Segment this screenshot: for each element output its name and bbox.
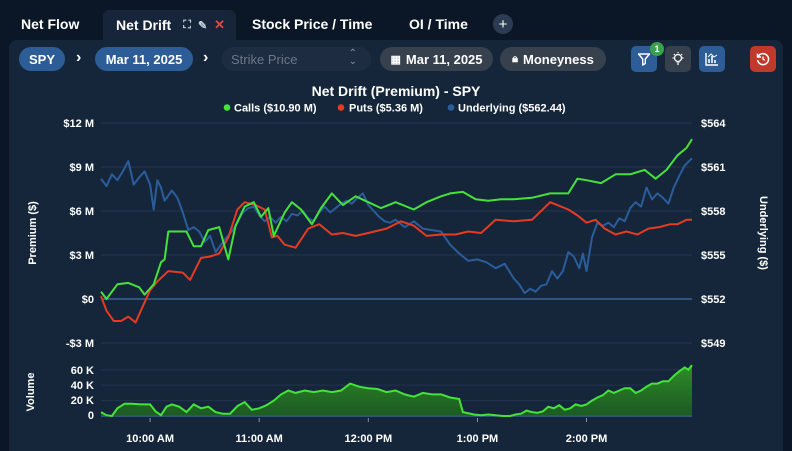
moneyness-button[interactable]: 🔒︎ Moneyness bbox=[500, 47, 606, 71]
legend: Calls ($10.90 M) Puts ($5.36 M) Underlyi… bbox=[223, 103, 566, 115]
tab-bar: Net Flow Net Drift ⛶ ✎ ✕ Stock Price / T… bbox=[0, 0, 792, 45]
chart-view-button[interactable] bbox=[699, 46, 725, 72]
legend-calls[interactable]: Calls ($10.90 M) bbox=[234, 103, 317, 115]
tab-oi-time[interactable]: OI / Time bbox=[409, 16, 468, 32]
chart-icon bbox=[705, 53, 718, 66]
reset-button[interactable] bbox=[750, 46, 776, 72]
y-tick-label: $6 M bbox=[70, 206, 94, 218]
insights-button[interactable] bbox=[665, 46, 691, 72]
volume-axis-title: Volume bbox=[25, 373, 37, 412]
y2-axis-title: Underlying ($) bbox=[757, 196, 769, 270]
lightbulb-icon bbox=[672, 52, 684, 65]
legend-underlying[interactable]: Underlying ($562.44) bbox=[458, 103, 566, 115]
volume-line bbox=[100, 364, 693, 418]
y-tick-label: $3 M bbox=[70, 250, 94, 262]
volume-tick-label: 60 K bbox=[71, 365, 94, 377]
y-axis-title: Premium ($) bbox=[27, 201, 39, 265]
y-tick-label: -$3 M bbox=[66, 338, 94, 350]
tab-stock-price-time[interactable]: Stock Price / Time bbox=[252, 16, 373, 32]
ticker-select[interactable]: SPY bbox=[19, 47, 65, 71]
strike-placeholder: Strike Price bbox=[231, 51, 298, 67]
chevron-right-icon: › bbox=[203, 49, 209, 66]
legend-puts[interactable]: Puts ($5.36 M) bbox=[349, 103, 423, 115]
y2-tick-label: $552 bbox=[701, 294, 725, 306]
chevron-right-icon: › bbox=[76, 49, 82, 66]
reset-icon bbox=[756, 52, 770, 66]
underlying-axis: $564 $561 $558 $555 $552 $549 Underlying… bbox=[701, 118, 769, 350]
tab-net-drift[interactable]: Net Drift ⛶ ✎ ✕ bbox=[103, 10, 236, 40]
y-tick-label: $9 M bbox=[70, 162, 94, 174]
underlying-line bbox=[100, 157, 693, 295]
time-axis: 10:00 AM 11:00 AM 12:00 PM 1:00 PM 2:00 PM bbox=[126, 418, 607, 445]
y2-tick-label: $561 bbox=[701, 162, 725, 174]
chart-title: Net Drift (Premium) - SPY bbox=[312, 83, 481, 99]
volume-tick-label: 0 bbox=[88, 410, 94, 422]
close-icon[interactable]: ✕ bbox=[214, 17, 226, 32]
volume-tick-label: 40 K bbox=[71, 380, 94, 392]
expand-icon[interactable]: ⛶ bbox=[183, 18, 191, 31]
filter-icon bbox=[637, 53, 651, 66]
chart-panel bbox=[9, 40, 783, 451]
y2-tick-label: $564 bbox=[701, 118, 726, 130]
updown-icon: ⌃ ⌄ bbox=[348, 48, 357, 67]
add-tab-button[interactable]: + bbox=[493, 14, 513, 34]
volume-area bbox=[101, 365, 692, 416]
x-tick-label: 1:00 PM bbox=[457, 433, 499, 445]
volume-tick-label: 20 K bbox=[71, 395, 94, 407]
puts-line bbox=[100, 201, 692, 324]
premium-axis: $12 M $9 M $6 M $3 M $0 -$3 M Premium ($… bbox=[27, 118, 94, 350]
expiry-select[interactable]: Mar 11, 2025 bbox=[95, 47, 193, 71]
y-tick-label: $0 bbox=[82, 294, 94, 306]
x-tick-label: 12:00 PM bbox=[344, 433, 392, 445]
x-tick-label: 2:00 PM bbox=[566, 433, 608, 445]
y2-tick-label: $558 bbox=[701, 206, 725, 218]
legend-underlying-marker bbox=[447, 104, 455, 111]
date-picker[interactable]: ▦ Mar 11, 2025 bbox=[380, 47, 493, 71]
x-tick-label: 10:00 AM bbox=[126, 433, 174, 445]
strike-price-select[interactable]: Strike Price ⌃ ⌄ bbox=[222, 47, 371, 71]
legend-calls-marker bbox=[223, 104, 231, 111]
tab-label: Net Drift bbox=[116, 17, 172, 33]
calendar-icon: ▦ bbox=[390, 53, 401, 66]
legend-puts-marker bbox=[337, 104, 345, 111]
y-tick-label: $12 M bbox=[63, 118, 94, 130]
edit-icon[interactable]: ✎ bbox=[197, 19, 208, 32]
y2-tick-label: $555 bbox=[701, 250, 725, 262]
tab-net-flow[interactable]: Net Flow bbox=[21, 16, 80, 32]
y2-tick-label: $549 bbox=[701, 338, 725, 350]
filter-count-badge: 1 bbox=[650, 42, 664, 56]
x-tick-label: 11:00 AM bbox=[236, 433, 283, 445]
calls-line bbox=[100, 138, 693, 300]
plus-icon: + bbox=[498, 15, 508, 33]
lock-icon: 🔒︎ bbox=[512, 52, 519, 65]
volume-axis: 60 K 40 K 20 K 0 Volume bbox=[25, 365, 94, 422]
plot-area bbox=[100, 122, 693, 418]
